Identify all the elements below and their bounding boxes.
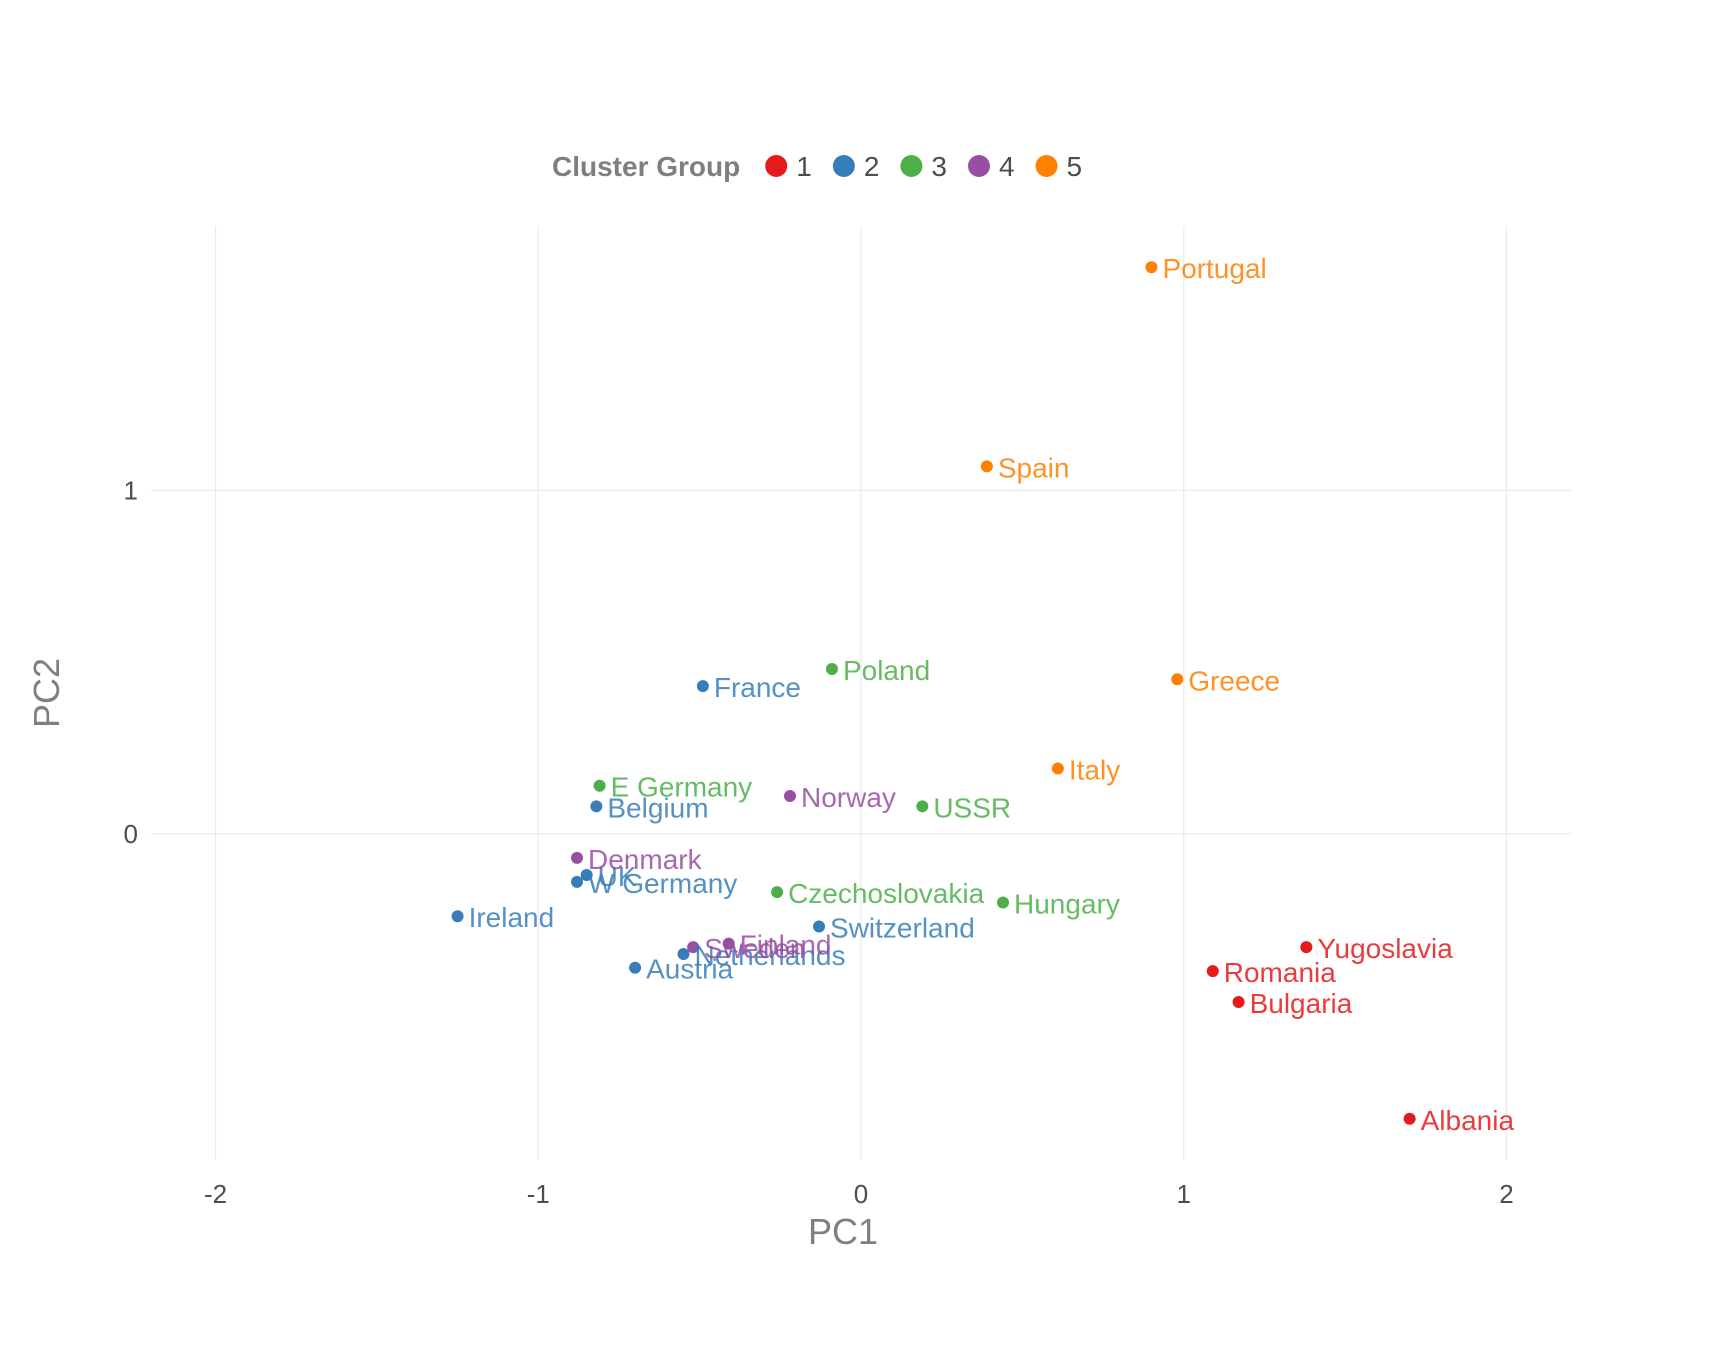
point-label: Portugal [1162, 253, 1266, 284]
legend: Cluster Group 1 2 3 4 5 [552, 151, 1082, 182]
data-point [916, 800, 929, 813]
axis-ticks: -2 -1 0 1 2 0 1 [124, 475, 1514, 1209]
data-point [629, 961, 642, 974]
data-point [1300, 941, 1313, 954]
data-point [997, 896, 1009, 909]
point-label: Czechoslovakia [788, 878, 985, 909]
legend-key-3 [900, 155, 923, 177]
data-point [722, 937, 735, 950]
y-axis-title: PC2 [26, 658, 67, 728]
x-tick-label: 1 [1176, 1179, 1190, 1209]
data-point [784, 790, 796, 803]
point-label: Ireland [469, 902, 555, 933]
data-point [687, 941, 700, 954]
point-label: UK [598, 861, 637, 892]
point-label: Switzerland [830, 913, 975, 944]
point-label: Greece [1188, 665, 1280, 696]
x-tick-label: -1 [527, 1179, 550, 1209]
x-tick-label: 0 [854, 1179, 868, 1209]
point-label: Belgium [607, 792, 708, 823]
point-label: Norway [801, 782, 896, 813]
data-point [1051, 762, 1064, 775]
data-point [580, 868, 593, 881]
data-point [771, 886, 784, 899]
data-point [696, 680, 709, 693]
legend-label-2: 2 [864, 151, 880, 182]
y-tick-label: 1 [124, 475, 138, 505]
point-label: Poland [843, 655, 930, 686]
x-tick-label: 2 [1499, 1179, 1513, 1209]
data-point [1206, 965, 1219, 978]
point-label: Bulgaria [1250, 988, 1353, 1019]
data-point [677, 947, 690, 960]
point-labels: Portugal Spain Greece Italy Poland E Germany U… [469, 253, 1515, 1136]
data-point [813, 920, 826, 933]
data-point [571, 851, 583, 864]
legend-key-5 [1035, 155, 1058, 177]
point-label: Italy [1069, 755, 1120, 786]
point-label: Finland [740, 930, 832, 961]
legend-label-5: 5 [1067, 151, 1083, 182]
legend-label-3: 3 [931, 151, 947, 182]
point-label: Yugoslavia [1317, 933, 1453, 964]
data-point [825, 662, 838, 675]
data-point [451, 910, 464, 923]
point-label: Albania [1421, 1105, 1515, 1136]
grid-lines [151, 226, 1571, 1160]
data-point [1403, 1112, 1416, 1125]
data-point [571, 875, 583, 888]
point-label: USSR [933, 792, 1011, 823]
data-point [1171, 673, 1184, 686]
legend-key-2 [832, 155, 855, 177]
data-point [593, 779, 606, 792]
x-axis-title: PC1 [808, 1211, 878, 1252]
legend-label-1: 1 [796, 151, 812, 182]
point-label: Netherlands [695, 940, 846, 971]
point-label: France [714, 672, 801, 703]
legend-label-4: 4 [999, 151, 1015, 182]
point-label: E Germany [611, 772, 753, 803]
point-label: Spain [998, 452, 1070, 483]
data-point [590, 800, 603, 813]
point-label: Denmark [588, 844, 703, 875]
point-label: Hungary [1014, 888, 1120, 919]
data-point [980, 460, 993, 473]
legend-key-1 [765, 155, 788, 177]
legend-key-4 [967, 155, 990, 177]
point-label: Austria [646, 954, 734, 985]
point-label: Sweden [704, 933, 805, 964]
y-tick-label: 0 [124, 819, 138, 849]
point-label: Romania [1224, 957, 1336, 988]
data-points [451, 261, 1416, 1125]
point-label: W Germany [588, 868, 737, 899]
legend-title: Cluster Group [552, 151, 740, 182]
x-tick-label: -2 [204, 1179, 227, 1209]
data-point [1232, 996, 1245, 1009]
data-point [1145, 261, 1158, 274]
